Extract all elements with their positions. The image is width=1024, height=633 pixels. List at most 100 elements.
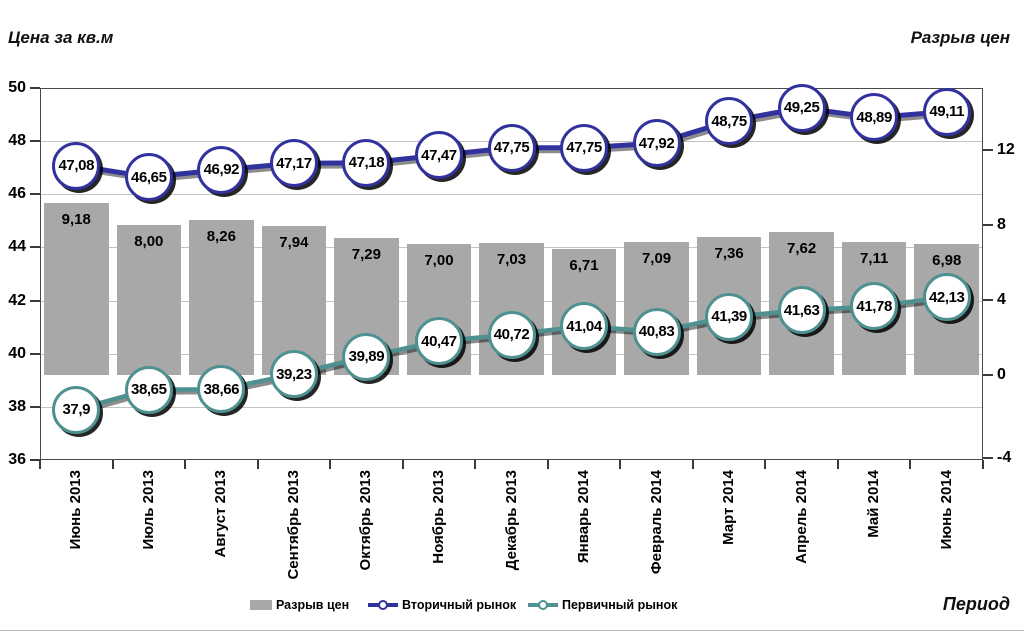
bar-label: 7,11: [860, 249, 889, 267]
secondary-market-marker: 47,75: [560, 123, 609, 172]
bar-label: 7,00: [424, 251, 454, 269]
primary-market-marker: 41,63: [777, 286, 826, 335]
primary-market-marker: 39,89: [342, 332, 391, 381]
x-axis-tick: [764, 460, 767, 469]
right-axis-tick: [983, 224, 993, 226]
right-axis-tick: [983, 299, 993, 301]
left-axis-title: Цена за кв.м: [8, 28, 114, 47]
left-axis-tick: [30, 140, 40, 143]
left-axis-tick: [30, 193, 40, 196]
secondary-market-marker: 47,18: [342, 138, 391, 187]
right-axis-tick: [983, 149, 993, 151]
bar-label: 7,29: [351, 246, 381, 264]
legend-item-primary: Первичный рынок: [528, 595, 677, 615]
legend-label: Разрыв цен: [276, 598, 350, 612]
month-label: Декабрь 2013: [502, 470, 520, 571]
secondary-market-marker: 47,92: [632, 119, 681, 168]
secondary-market-marker: 46,65: [124, 153, 173, 201]
plot-border: [40, 88, 983, 460]
left-axis-tick-label: 38: [8, 397, 26, 415]
bar-label: 7,09: [641, 250, 672, 268]
secondary-market-marker: 49,11: [922, 87, 971, 136]
x-axis-tick: [546, 460, 549, 469]
secondary-line-marker-icon: [368, 599, 398, 611]
left-axis-tick: [30, 459, 40, 461]
primary-market-marker: 41,04: [560, 302, 609, 351]
right-axis-tick-label: 8: [997, 216, 1006, 233]
bar: [189, 220, 254, 375]
gridline: [41, 194, 982, 196]
left-axis-tick: [30, 299, 40, 302]
x-axis-tick: [329, 460, 332, 469]
left-axis-tick: [30, 87, 40, 89]
left-axis-tick-label: 46: [8, 185, 26, 203]
primary-market-marker: 41,39: [705, 292, 754, 341]
month-label: Сентябрь 2013: [284, 470, 302, 580]
left-axis-tick-label: 40: [8, 344, 26, 362]
primary-market-marker: 42,13: [922, 273, 971, 322]
bar-label: 7,03: [496, 251, 527, 269]
legend-label: Первичный рынок: [562, 598, 678, 612]
secondary-market-marker: 46,92: [197, 145, 246, 194]
month-label: Март 2014: [720, 470, 738, 545]
right-axis-tick-label: 0: [997, 366, 1006, 383]
right-axis-tick-label: 4: [997, 291, 1006, 308]
gap-bar-swatch-icon: [250, 600, 272, 610]
primary-market-marker: 39,23: [269, 350, 318, 399]
month-label: Май 2014: [865, 470, 883, 538]
month-label: Ноябрь 2013: [429, 470, 447, 564]
month-label: Июнь 2014: [937, 470, 955, 550]
bar: [116, 225, 182, 375]
x-axis-tick: [184, 460, 187, 469]
right-axis-tick-label: -4: [997, 449, 1012, 466]
bar-label: 8,26: [206, 228, 236, 246]
x-axis-tick: [39, 460, 41, 469]
x-axis-tick: [111, 460, 114, 469]
legend-item-gap: Разрыв цен: [250, 595, 349, 615]
month-label: Февраль 2014: [647, 470, 665, 575]
x-axis-tick: [619, 460, 622, 469]
x-axis-tick: [836, 460, 839, 469]
bar-label: 7,62: [787, 240, 817, 258]
secondary-market-marker: 47,47: [414, 131, 463, 180]
secondary-market-marker: 47,17: [269, 139, 318, 188]
x-axis-tick: [474, 460, 477, 469]
left-axis-tick: [30, 405, 40, 408]
primary-market-marker: 40,47: [414, 317, 463, 366]
left-axis-tick-label: 44: [8, 238, 26, 256]
month-label: Август 2013: [212, 470, 230, 558]
bar-label: 8,00: [134, 233, 164, 250]
legend: Разрыв цен Вторичный рынок Первичный рын…: [0, 595, 1024, 619]
x-axis-tick: [982, 460, 984, 469]
left-axis-tick-label: 36: [8, 451, 26, 468]
secondary-market-marker: 47,75: [487, 123, 536, 172]
x-axis-tick: [401, 460, 404, 469]
right-axis-tick: [983, 374, 993, 376]
secondary-market-marker: 48,89: [850, 93, 899, 142]
primary-market-marker: 38,66: [197, 365, 246, 414]
bar-label: 7,94: [279, 234, 309, 252]
right-axis-tick-label: 12: [997, 141, 1015, 158]
bar: [44, 202, 109, 375]
bar-label: 9,18: [61, 210, 91, 228]
primary-market-marker: 41,78: [850, 282, 899, 331]
x-axis-tick: [256, 460, 259, 469]
left-axis-tick-label: 48: [8, 132, 26, 150]
month-label: Июнь 2013: [67, 470, 85, 550]
month-label: Январь 2014: [575, 470, 593, 564]
legend-label: Вторичный рынок: [402, 598, 517, 612]
primary-market-marker: 38,65: [124, 365, 173, 414]
secondary-market-marker: 49,25: [777, 83, 826, 132]
x-axis-title: Период: [942, 594, 1010, 614]
gridline: [41, 406, 982, 408]
left-axis-tick-label: 50: [8, 79, 26, 96]
bar-label: 6,71: [569, 257, 599, 275]
primary-market-marker: 40,83: [632, 307, 681, 356]
primary-line-marker-icon: [528, 599, 558, 611]
left-axis-tick-label: 42: [8, 291, 26, 309]
bar-label: 7,36: [714, 245, 744, 262]
secondary-market-marker: 48,75: [705, 97, 754, 146]
x-axis-tick: [909, 460, 912, 469]
primary-market-marker: 40,72: [487, 310, 536, 359]
